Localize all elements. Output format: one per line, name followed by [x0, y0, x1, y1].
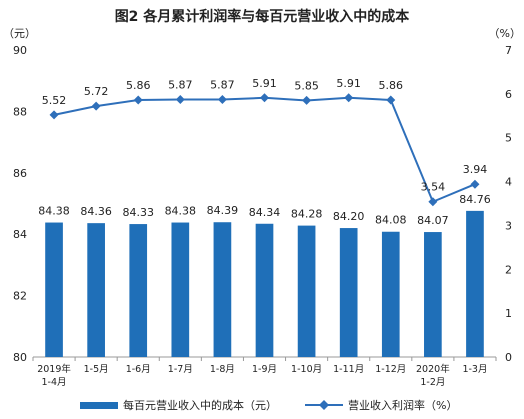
- x-tick-label: 2020年: [416, 363, 450, 375]
- bar: [213, 222, 232, 357]
- bar-value-label: 84.08: [375, 214, 407, 227]
- bar-value-labels: 84.38 84.36 84.33 84.38 84.39 84.34 84.28 84.20…: [38, 193, 490, 227]
- line-value-label: 3.54: [421, 181, 446, 194]
- left-axis-unit: （元）: [3, 27, 36, 40]
- x-tick-label: 1-11月: [333, 364, 364, 375]
- line-point: [175, 95, 185, 105]
- x-tick-label: 1-10月: [291, 364, 322, 375]
- left-axis-tick-label: 90: [13, 44, 27, 57]
- bar-value-label: 84.33: [122, 206, 154, 219]
- bar-value-label: 84.38: [165, 205, 197, 218]
- bar-value-label: 84.28: [291, 208, 323, 221]
- left-axis-tick-label: 84: [13, 228, 27, 241]
- right-axis-tick-label: 7: [505, 44, 512, 57]
- x-tick-label: 1-5月: [84, 364, 109, 375]
- bar-value-label: 84.76: [459, 193, 491, 206]
- x-tick-label: 1-6月: [126, 364, 151, 375]
- legend-line-marker: [319, 400, 329, 410]
- x-tick-label: 2019年: [37, 363, 71, 375]
- bar: [129, 224, 148, 357]
- line-value-label: 3.94: [463, 163, 488, 176]
- bar-value-label: 84.38: [38, 205, 70, 218]
- line-value-label: 5.87: [210, 79, 235, 92]
- bar: [45, 222, 63, 357]
- right-axis-tick-label: 0: [505, 351, 512, 364]
- bar: [424, 232, 442, 357]
- line-value-label: 5.87: [168, 79, 193, 92]
- bar: [171, 222, 190, 357]
- line-point: [49, 110, 59, 120]
- bar: [87, 223, 105, 357]
- bar-value-label: 84.34: [249, 206, 281, 219]
- legend-line-label: 营业收入利润率（%）: [348, 398, 457, 412]
- right-axis-tick-label: 2: [505, 263, 512, 276]
- x-tick-label: 1-7月: [168, 364, 193, 375]
- line-point: [344, 93, 354, 103]
- x-tick-label: 1-9月: [252, 364, 277, 375]
- line-series: [49, 93, 480, 207]
- line-point: [428, 197, 438, 207]
- x-tick-labels: 2019年 1-4月 1-5月 1-6月 1-7月 1-8月 1-9月 1-10月 1-11月 1…: [37, 363, 487, 388]
- bar: [381, 231, 400, 357]
- x-tick-label: 1-8月: [210, 364, 235, 375]
- right-axis-tick-label: 3: [505, 219, 512, 232]
- bar: [466, 210, 484, 357]
- left-axis-tick-label: 80: [13, 351, 27, 364]
- left-axis-tick-label: 82: [13, 290, 27, 303]
- line-value-label: 5.86: [379, 79, 404, 92]
- line-value-label: 5.86: [126, 79, 151, 92]
- right-axis-tick-label: 1: [505, 307, 512, 320]
- bar: [297, 225, 316, 357]
- axes: 80 82 84 86 88 90 0 1 2 3 4 5 6 7: [13, 44, 512, 364]
- bar-value-label: 84.39: [207, 204, 239, 217]
- line-point: [91, 101, 101, 111]
- line-path: [53, 96, 476, 204]
- right-axis-tick-label: 4: [505, 176, 512, 189]
- bar-value-label: 84.07: [417, 214, 449, 227]
- line-point: [260, 93, 269, 103]
- right-axis-tick-label: 5: [505, 132, 512, 145]
- x-tick-label: 1-2月: [420, 377, 445, 388]
- line-value-labels: 5.52 5.72 5.86 5.87 5.87 5.91 5.85 5.91 5.86 3.54…: [42, 77, 487, 194]
- line-point: [470, 179, 480, 189]
- legend: 每百元营业收入中的成本（元） 营业收入利润率（%）: [80, 398, 457, 412]
- bar: [339, 228, 358, 357]
- line-value-label: 5.91: [252, 77, 277, 90]
- left-axis-tick-label: 86: [13, 167, 27, 180]
- right-axis-tick-label: 6: [505, 88, 512, 101]
- x-tick-label: 1-3月: [462, 364, 487, 375]
- right-axis-unit: （%）: [489, 27, 521, 40]
- bars: [45, 210, 484, 357]
- bar: [255, 223, 274, 357]
- x-tick-label: 1-4月: [42, 377, 67, 388]
- line-value-label: 5.72: [84, 85, 109, 98]
- line-point: [302, 95, 312, 105]
- legend-bar-label: 每百元营业收入中的成本（元）: [123, 398, 277, 412]
- bar-value-label: 84.20: [333, 210, 365, 223]
- left-axis-tick-label: 88: [13, 105, 27, 118]
- line-value-label: 5.85: [294, 79, 319, 92]
- legend-bar-swatch: [80, 402, 118, 409]
- line-point: [133, 95, 143, 105]
- x-tick-label: 1-12月: [375, 364, 406, 375]
- line-value-label: 5.52: [42, 94, 67, 107]
- line-value-label: 5.91: [336, 77, 361, 90]
- line-point: [386, 95, 396, 105]
- bar-value-label: 84.36: [80, 205, 112, 218]
- line-point: [217, 95, 227, 105]
- chart-title: 图2 各月累计利润率与每百元营业收入中的成本: [115, 8, 411, 25]
